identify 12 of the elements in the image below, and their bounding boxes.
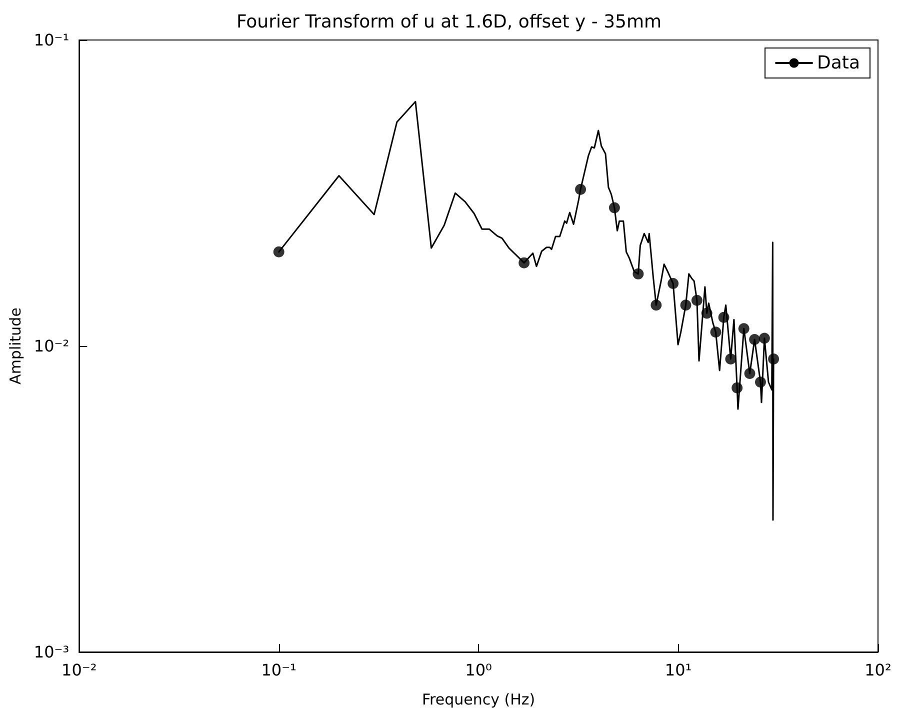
x-tick-label: 10⁻² <box>62 660 97 680</box>
x-tick-label: 10¹ <box>664 660 692 680</box>
y-tick-label: 10⁻¹ <box>34 30 70 50</box>
legend-label: Data <box>817 52 860 74</box>
chart-title: Fourier Transform of u at 1.6D, offset y - 35mm <box>236 12 662 32</box>
x-axis-title: Frequency (Hz) <box>422 690 536 708</box>
y-axis-title: Amplitude <box>6 308 24 384</box>
y-tick-label: 10⁻³ <box>34 642 70 662</box>
x-tick-label: 10⁻¹ <box>261 660 296 680</box>
x-tick-label: 10² <box>864 660 892 680</box>
x-tick-label: 10⁰ <box>465 660 492 680</box>
y-tick-label: 10⁻² <box>34 336 70 356</box>
